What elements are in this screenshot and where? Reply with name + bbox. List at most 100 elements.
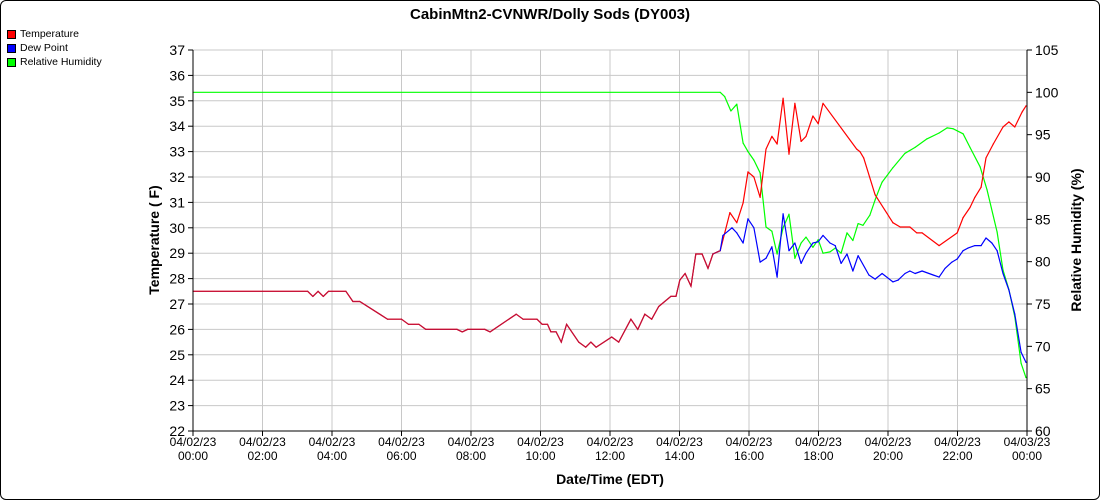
data-point-temperature bbox=[742, 202, 744, 204]
data-point-dew-point bbox=[857, 255, 859, 257]
data-point-temperature bbox=[822, 102, 824, 104]
x-tick-time: 02:00 bbox=[247, 449, 277, 463]
y-tick-label: 33 bbox=[169, 144, 185, 160]
data-point-dew-point bbox=[759, 261, 761, 263]
data-point-relative-humidity bbox=[879, 186, 881, 188]
x-tick-date: 04/02/23 bbox=[726, 435, 773, 449]
data-point-relative-humidity bbox=[759, 172, 761, 174]
data-point-relative-humidity bbox=[852, 239, 854, 242]
x-tick-date: 04/03/23 bbox=[1004, 435, 1051, 449]
data-point-dew-point bbox=[742, 242, 744, 244]
data-point-dew-point bbox=[991, 242, 993, 244]
y-tick-label: 31 bbox=[169, 194, 185, 210]
y2-tick-label: 100 bbox=[1035, 84, 1059, 100]
data-point-temperature bbox=[969, 206, 971, 209]
x-tick-date: 04/02/23 bbox=[239, 435, 286, 449]
data-point-temperature bbox=[956, 232, 958, 234]
data-point-dew-point bbox=[944, 267, 946, 270]
data-point-dew-point bbox=[800, 262, 802, 264]
data-point-dew-point bbox=[951, 261, 953, 263]
data-point-dew-point bbox=[722, 234, 724, 237]
data-point-dew-point bbox=[897, 279, 899, 281]
y2-axis-label: Relative Humidity (%) bbox=[1068, 168, 1084, 311]
data-point-relative-humidity bbox=[962, 133, 964, 135]
data-point-relative-humidity bbox=[817, 239, 819, 241]
data-point-relative-humidity bbox=[869, 214, 871, 216]
data-point-relative-humidity bbox=[862, 224, 864, 226]
data-point-temperature bbox=[759, 196, 761, 198]
data-point-dew-point bbox=[868, 274, 870, 276]
data-point-dew-point bbox=[1020, 351, 1022, 353]
y-tick-label: 29 bbox=[169, 245, 185, 261]
data-point-relative-humidity bbox=[771, 230, 773, 232]
series-line-overlap-temperature-dew-point bbox=[193, 250, 721, 348]
data-point-temperature bbox=[1025, 105, 1027, 107]
data-point-temperature bbox=[985, 157, 987, 159]
data-point-dew-point bbox=[753, 227, 755, 229]
data-point-relative-humidity bbox=[805, 236, 807, 238]
x-tick-date: 04/02/23 bbox=[587, 435, 634, 449]
data-point-relative-humidity bbox=[719, 91, 721, 93]
x-tick-date: 04/02/23 bbox=[865, 435, 912, 449]
x-tick-date: 04/02/23 bbox=[656, 435, 703, 449]
data-point-relative-humidity bbox=[736, 103, 738, 105]
data-point-relative-humidity bbox=[1020, 362, 1022, 364]
x-tick-date: 04/02/23 bbox=[378, 435, 425, 449]
x-tick-date: 04/02/23 bbox=[170, 435, 217, 449]
data-point-temperature bbox=[729, 211, 731, 214]
y-tick-label: 27 bbox=[169, 296, 185, 312]
data-point-relative-humidity bbox=[1025, 377, 1027, 379]
data-point-relative-humidity bbox=[857, 222, 859, 225]
y2-tick-label: 65 bbox=[1035, 381, 1051, 397]
data-point-dew-point bbox=[794, 242, 796, 244]
data-point-relative-humidity bbox=[874, 199, 876, 201]
data-point-dew-point bbox=[1014, 313, 1016, 315]
y-tick-label: 23 bbox=[169, 398, 185, 414]
data-point-dew-point bbox=[1025, 361, 1027, 364]
data-point-temperature bbox=[874, 194, 876, 196]
x-tick-time: 14:00 bbox=[664, 449, 694, 463]
y-tick-label: 35 bbox=[169, 93, 185, 109]
data-point-relative-humidity bbox=[829, 251, 831, 253]
x-tick-date: 04/02/23 bbox=[517, 435, 564, 449]
legend-item-dew-point: Dew Point bbox=[7, 41, 102, 55]
y-axis-label: Temperature ( F) bbox=[146, 185, 162, 294]
data-point-dew-point bbox=[904, 272, 906, 275]
data-point-relative-humidity bbox=[776, 253, 778, 255]
data-point-relative-humidity bbox=[724, 95, 726, 98]
data-point-dew-point bbox=[812, 242, 814, 244]
y2-tick-label: 90 bbox=[1035, 169, 1051, 185]
data-point-dew-point bbox=[747, 218, 749, 220]
data-point-dew-point bbox=[840, 262, 842, 264]
legend-item-temperature: Temperature bbox=[7, 27, 102, 41]
x-axis-label: Date/Time (EDT) bbox=[556, 471, 664, 487]
y-tick-label: 37 bbox=[169, 42, 185, 58]
data-point-dew-point bbox=[822, 234, 824, 237]
data-point-dew-point bbox=[967, 247, 969, 249]
y-tick-label: 30 bbox=[169, 220, 185, 236]
data-point-relative-humidity bbox=[730, 110, 732, 112]
data-point-temperature bbox=[909, 226, 911, 228]
data-point-relative-humidity bbox=[765, 226, 767, 228]
y-tick-label: 36 bbox=[169, 67, 185, 83]
y-tick-label: 32 bbox=[169, 169, 185, 185]
data-point-relative-humidity bbox=[742, 142, 744, 144]
data-point-temperature bbox=[1002, 126, 1004, 128]
data-point-temperature bbox=[1008, 121, 1010, 123]
data-point-dew-point bbox=[788, 250, 790, 252]
data-point-dew-point bbox=[956, 258, 958, 260]
legend-label: Temperature bbox=[20, 28, 79, 40]
data-point-dew-point bbox=[829, 242, 831, 244]
data-point-relative-humidity bbox=[753, 159, 755, 161]
data-point-dew-point bbox=[846, 253, 848, 255]
data-point-dew-point bbox=[938, 276, 940, 278]
data-point-dew-point bbox=[1002, 272, 1004, 275]
data-point-temperature bbox=[812, 115, 814, 117]
series-line-dew-point bbox=[712, 213, 1027, 363]
data-point-relative-humidity bbox=[794, 257, 796, 259]
data-point-temperature bbox=[859, 151, 861, 153]
data-point-dew-point bbox=[776, 276, 778, 278]
series-line-relative-humidity bbox=[193, 91, 1027, 378]
data-point-temperature bbox=[747, 171, 749, 173]
x-tick-time: 22:00 bbox=[942, 449, 972, 463]
